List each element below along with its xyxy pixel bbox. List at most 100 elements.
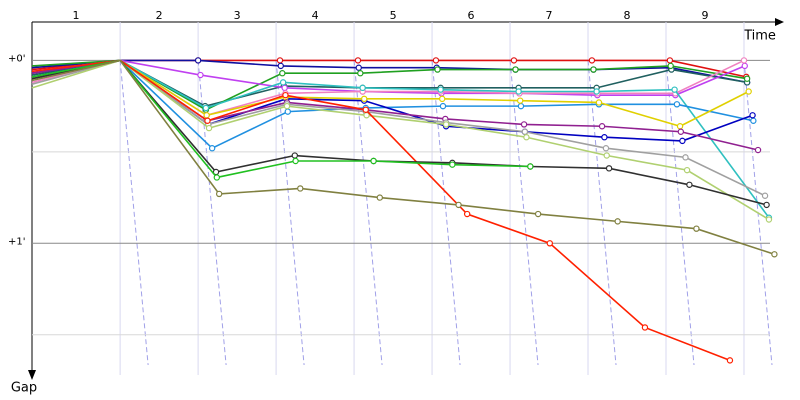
series-line <box>31 59 770 221</box>
lap-point <box>215 190 223 198</box>
series-line <box>31 59 770 219</box>
lap-point <box>449 161 456 168</box>
lap-point <box>743 75 751 82</box>
lap-point <box>521 128 529 135</box>
lap-label: 7 <box>546 9 553 22</box>
lap-point <box>277 62 284 70</box>
series-line <box>31 59 754 150</box>
lap-point <box>516 97 524 104</box>
lap-point <box>614 218 621 225</box>
lap-point <box>679 137 686 145</box>
lap-point <box>197 71 204 79</box>
lap-point <box>370 157 377 165</box>
lap-point <box>641 324 649 331</box>
lap-point <box>357 70 364 77</box>
lap-point <box>361 95 368 103</box>
lap-point <box>438 95 446 103</box>
lap-point <box>749 112 756 119</box>
lap-point <box>667 62 674 70</box>
lap-point <box>765 216 773 223</box>
lap-point <box>194 57 202 64</box>
lap-point <box>673 101 681 108</box>
lap-label: 9 <box>701 9 708 22</box>
series-line <box>31 59 746 96</box>
lap-point <box>359 84 366 92</box>
lap-point <box>590 66 597 73</box>
lap-point <box>283 102 291 110</box>
lap-point <box>761 192 769 199</box>
lap-label: 4 <box>312 9 319 22</box>
lap-slant <box>431 60 461 366</box>
lap-point <box>517 102 525 110</box>
lap-point <box>763 201 770 209</box>
lap-point <box>463 210 471 218</box>
lap-point <box>741 62 748 70</box>
lap-point <box>291 152 299 159</box>
lap-point <box>208 145 216 152</box>
y-axis-label: Gap <box>11 381 37 396</box>
lap-point <box>534 210 542 218</box>
x-axis-label: Time <box>743 29 776 44</box>
series-line <box>31 59 748 84</box>
lap-point <box>682 154 689 161</box>
lap-point <box>676 123 684 130</box>
lap-slant <box>665 60 695 366</box>
lap-point <box>204 117 211 124</box>
lap-point <box>354 57 362 64</box>
lap-point <box>602 145 610 152</box>
lap-point <box>595 99 603 106</box>
lap-point <box>512 66 519 73</box>
lap-point <box>276 57 284 64</box>
lap-point <box>213 174 221 181</box>
lap-label: 3 <box>234 9 241 22</box>
lap-slant <box>197 60 227 366</box>
series-line <box>31 59 775 256</box>
series-line <box>31 59 750 128</box>
lap-point <box>439 102 447 110</box>
lap-label: 5 <box>390 9 397 22</box>
lap-slant <box>587 60 617 366</box>
lap-point <box>693 225 700 232</box>
lap-point <box>666 57 674 64</box>
series-line <box>31 59 766 197</box>
lap-point <box>605 165 613 172</box>
lap-point <box>546 240 554 247</box>
lap-point <box>603 152 610 159</box>
lap-point <box>598 123 606 130</box>
lap-label: 2 <box>156 9 163 22</box>
lap-point <box>510 57 518 64</box>
lap-point <box>202 104 210 112</box>
lap-point <box>677 128 685 135</box>
lap-point <box>279 79 287 86</box>
lap-point <box>376 194 384 201</box>
lap-label: 8 <box>624 9 631 22</box>
lap-point <box>754 146 762 154</box>
lap-point <box>771 251 778 258</box>
lap-point <box>740 57 748 64</box>
lap-point <box>442 121 450 128</box>
lap-point <box>355 64 362 71</box>
series-line <box>31 59 767 206</box>
lap-point <box>686 181 693 188</box>
lap-point <box>523 134 530 141</box>
lap-point <box>745 88 752 95</box>
lap-point <box>601 134 608 141</box>
lap-point <box>520 121 528 128</box>
lap-point <box>282 91 289 99</box>
lap-point <box>362 106 369 113</box>
lap-point <box>671 86 678 93</box>
x-arrow <box>775 18 784 26</box>
y-tick-label: +0' <box>8 53 26 64</box>
lap-point <box>683 166 691 174</box>
lap-slant <box>119 60 149 366</box>
lap-point <box>284 108 291 115</box>
lap-point <box>588 57 596 64</box>
lap-label: 1 <box>73 9 80 22</box>
lap-point <box>726 357 734 364</box>
lap-point <box>750 117 757 124</box>
lap-point <box>432 57 440 64</box>
lap-point <box>515 88 522 95</box>
lap-point <box>205 124 213 132</box>
y-tick-label: +1' <box>8 236 26 247</box>
